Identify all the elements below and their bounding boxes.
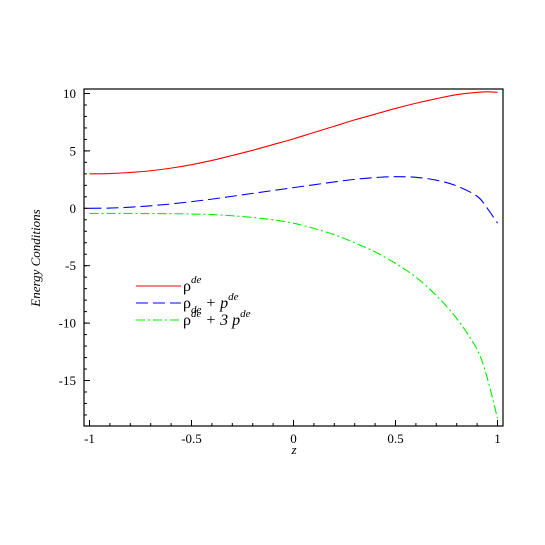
legend-rho: ρ	[183, 312, 191, 329]
legend-superscript: de	[191, 308, 202, 320]
plot-frame	[83, 88, 504, 427]
x-axis-label: z	[290, 442, 296, 457]
x-tick-label: 0	[290, 431, 297, 446]
legend-rest-superscript: de	[228, 291, 239, 303]
axis-ticks: -1 -0.5 0 0.5 1 10 5 0 -5 -10 -15	[59, 86, 501, 446]
legend-label-2: ρde + 3 pde	[183, 308, 251, 329]
y-tick-label: 5	[70, 143, 77, 158]
legend-label-1: ρde + pde	[183, 291, 239, 316]
y-tick-label: 0	[70, 201, 77, 216]
series-line-0	[89, 91, 498, 175]
legend-rest: + 3 p	[201, 312, 240, 329]
series-line-1	[89, 176, 498, 224]
y-tick-label: -10	[59, 316, 76, 331]
y-axis-label: Energy Conditions	[28, 209, 43, 307]
x-tick-label: -0.5	[181, 431, 202, 446]
legend-label-0: ρde	[183, 274, 201, 295]
x-tick-label: 1	[494, 431, 501, 446]
y-tick-label: 10	[63, 86, 76, 101]
legend-rest: + p	[201, 295, 228, 312]
y-tick-label: -15	[59, 373, 76, 388]
legend-superscript: de	[191, 274, 202, 286]
legend-subscript: de	[191, 304, 202, 316]
x-tick-label: -1	[84, 431, 95, 446]
series-line-2	[89, 212, 499, 419]
series-lines	[89, 91, 499, 419]
y-tick-label: -5	[65, 258, 76, 273]
legend-rho: ρ	[183, 278, 191, 295]
legend-rho: ρ	[183, 295, 191, 312]
legend-rest-superscript: de	[240, 308, 251, 320]
x-tick-label: 0.5	[387, 431, 403, 446]
